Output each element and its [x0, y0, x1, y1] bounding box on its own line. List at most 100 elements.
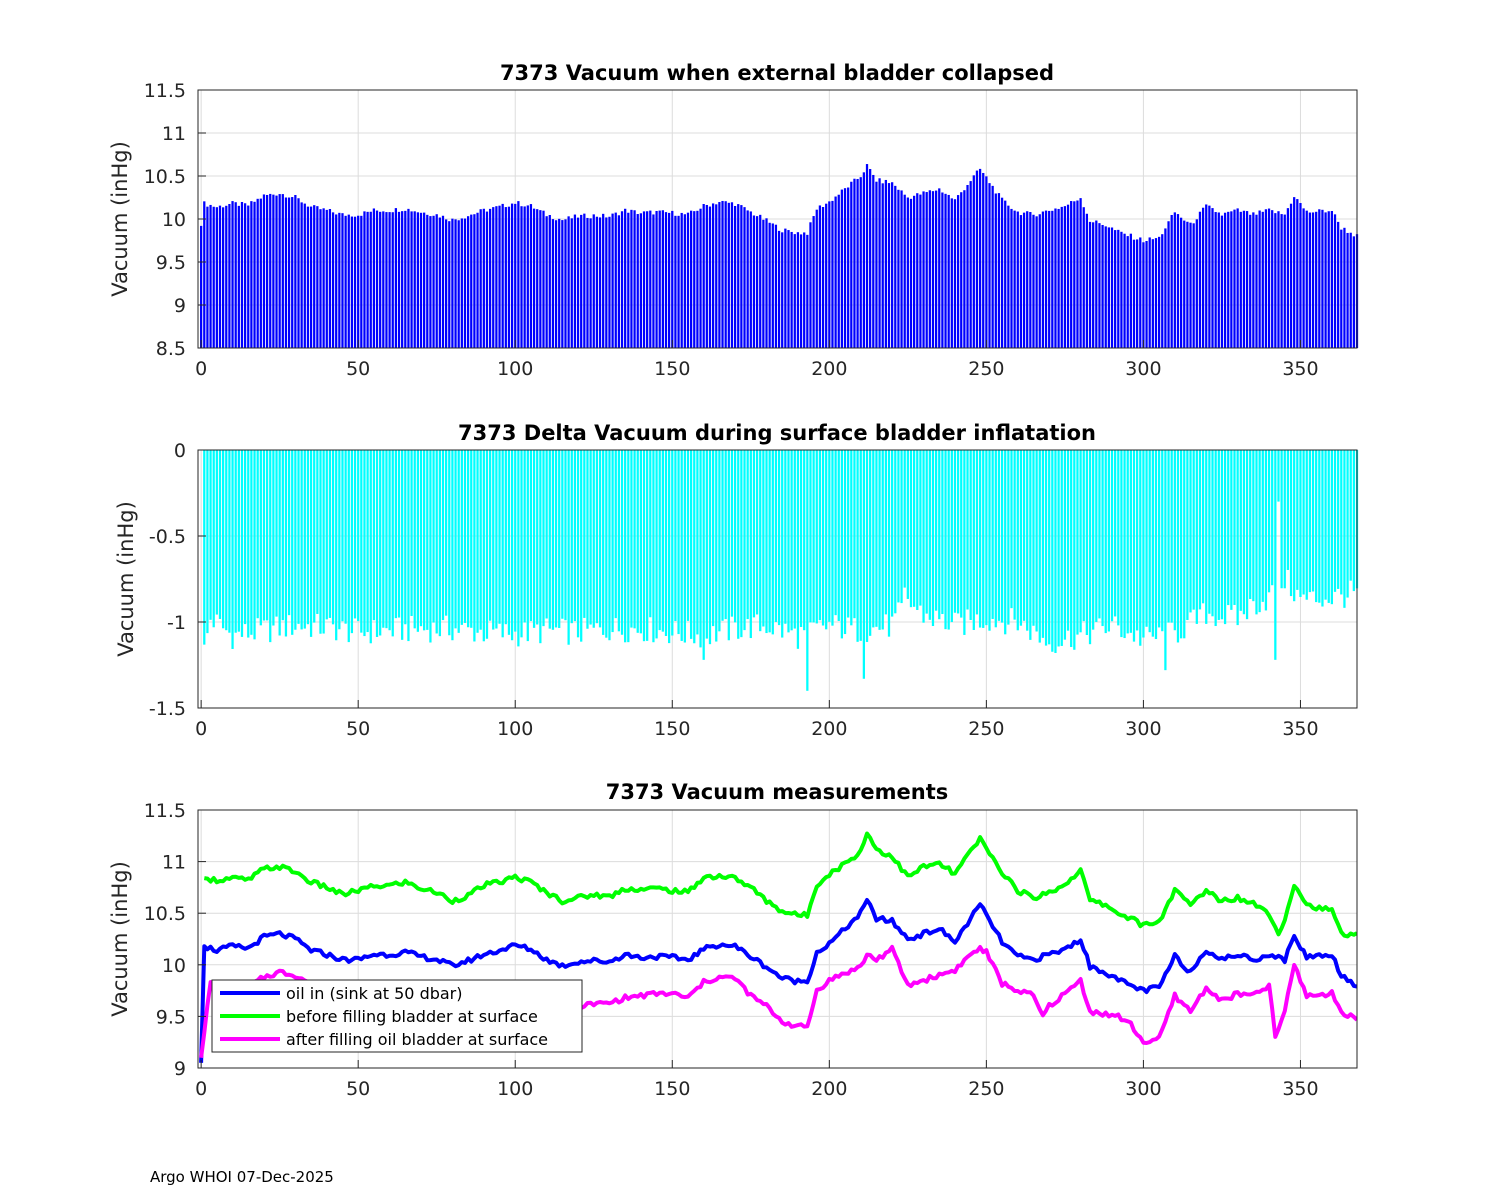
bar — [991, 450, 994, 619]
bar — [388, 450, 391, 631]
bar — [212, 206, 215, 348]
bar — [1186, 450, 1189, 620]
bar — [532, 208, 536, 348]
bar — [922, 191, 925, 348]
bar — [360, 215, 363, 348]
bar — [1114, 450, 1117, 617]
y-tick-label: -0.5 — [149, 526, 186, 548]
bar — [1236, 450, 1239, 626]
bar — [589, 218, 592, 348]
bar — [479, 450, 482, 630]
bar — [1280, 214, 1283, 348]
panel-2-title: 7373 Delta Vacuum during surface bladder… — [458, 421, 1096, 445]
bar — [941, 450, 944, 615]
bar — [655, 210, 658, 348]
bar — [997, 193, 1001, 348]
bar — [482, 450, 485, 642]
bar — [306, 450, 310, 625]
bar — [906, 197, 909, 348]
bar — [749, 211, 752, 348]
bar — [683, 214, 686, 348]
bar — [1154, 450, 1158, 640]
x-tick-label: 50 — [346, 1078, 370, 1100]
bar — [1321, 450, 1324, 607]
bar — [1085, 213, 1089, 348]
bar — [630, 209, 633, 348]
bar — [671, 210, 674, 348]
bar — [328, 450, 332, 618]
legend-label-before-filling: before filling bladder at surface — [286, 1007, 538, 1026]
bar — [1104, 450, 1107, 634]
bar — [1132, 450, 1136, 642]
bar — [1076, 450, 1079, 635]
bar — [209, 450, 212, 620]
bar — [413, 450, 416, 629]
bar — [721, 450, 724, 621]
bar — [1082, 450, 1085, 622]
y-tick-label: 11 — [162, 123, 186, 145]
bar — [1220, 450, 1224, 620]
bar — [818, 450, 822, 621]
bar — [520, 450, 523, 638]
bar — [253, 450, 256, 640]
bar — [702, 203, 705, 348]
bar — [576, 217, 580, 348]
bar — [875, 181, 878, 348]
bar — [441, 215, 445, 348]
bar — [1142, 450, 1145, 638]
bar — [1176, 214, 1180, 348]
bar — [344, 450, 347, 624]
bar — [492, 450, 495, 630]
bar — [884, 179, 887, 348]
bar — [526, 205, 529, 348]
bar — [708, 206, 712, 348]
bar — [564, 219, 567, 348]
bar — [1010, 450, 1013, 609]
bar — [570, 450, 573, 624]
bar — [869, 169, 872, 348]
bar — [265, 450, 269, 621]
bar — [322, 208, 325, 348]
bar — [589, 450, 592, 625]
bar — [554, 220, 558, 348]
y-tick-label: 11.5 — [144, 80, 186, 102]
bar — [1151, 450, 1154, 637]
x-tick-label: 300 — [1125, 358, 1161, 380]
bar — [611, 213, 614, 348]
bar — [407, 208, 410, 348]
bar — [752, 450, 756, 618]
bar — [1029, 450, 1032, 640]
bar — [762, 450, 765, 627]
bar — [743, 207, 746, 348]
bar — [438, 217, 441, 348]
bar — [771, 450, 774, 635]
bar — [639, 213, 643, 348]
bar — [1132, 239, 1136, 348]
bar — [498, 450, 501, 624]
bar — [250, 201, 253, 348]
bar — [1179, 217, 1183, 348]
panel-2-axes-bg — [198, 450, 1357, 708]
bar — [347, 214, 350, 348]
bar — [768, 222, 771, 348]
bar — [287, 197, 291, 348]
bar — [1249, 214, 1252, 348]
bar — [715, 204, 718, 348]
bar — [711, 450, 715, 627]
bar — [548, 450, 551, 629]
bar — [790, 231, 793, 348]
bar — [649, 210, 652, 348]
bar — [200, 225, 203, 348]
bar — [1167, 221, 1170, 348]
bar — [278, 194, 281, 348]
bar — [457, 450, 460, 633]
bar — [975, 170, 979, 348]
bar — [1013, 210, 1016, 348]
bar — [1079, 450, 1082, 633]
bar — [730, 202, 734, 348]
bar — [1114, 230, 1117, 348]
bar — [501, 450, 504, 638]
bar — [488, 208, 492, 348]
bar — [862, 172, 866, 348]
bar — [1129, 450, 1132, 633]
